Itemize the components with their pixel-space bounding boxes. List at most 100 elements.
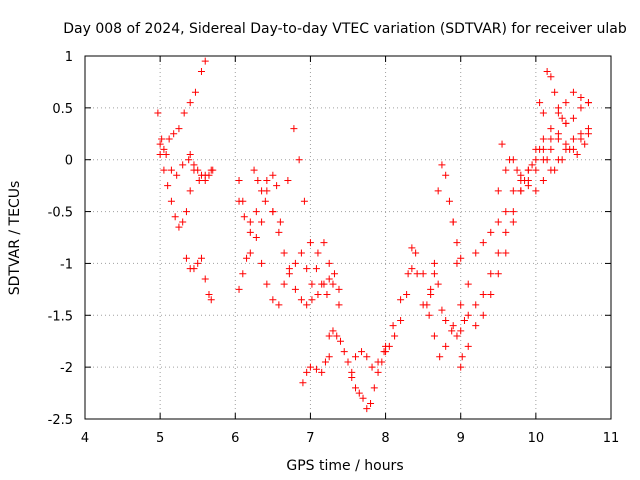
series-track-17 (423, 259, 468, 335)
data-point (182, 254, 190, 262)
data-point (320, 280, 328, 288)
y-tick-label: 0 (65, 154, 73, 169)
data-point (427, 285, 435, 293)
data-point (577, 104, 585, 112)
data-point (487, 291, 495, 299)
data-point (280, 249, 288, 257)
data-point (186, 99, 194, 107)
data-point (299, 379, 307, 387)
data-point (577, 130, 585, 138)
x-tick-label: 6 (231, 431, 239, 446)
data-point (258, 187, 266, 195)
data-point (562, 119, 570, 127)
data-point (453, 259, 461, 267)
data-point (306, 363, 314, 371)
series-track-10 (258, 259, 333, 309)
axis-ticks (84, 55, 612, 420)
data-point (408, 265, 416, 273)
data-point (487, 228, 495, 236)
data-point (340, 348, 348, 356)
data-point (186, 187, 194, 195)
data-point (252, 208, 260, 216)
series-track-14 (352, 265, 416, 371)
series-track-4 (182, 254, 215, 304)
y-tick-label: -1.5 (48, 309, 73, 324)
data-point (547, 135, 555, 143)
data-point (445, 197, 453, 205)
data-point (457, 301, 465, 309)
data-point (532, 166, 540, 174)
data-point (425, 311, 433, 319)
data-point (321, 358, 329, 366)
data-point (344, 358, 352, 366)
x-tick-label: 8 (381, 431, 389, 446)
data-point (506, 156, 514, 164)
data-point (487, 270, 495, 278)
data-point (269, 296, 277, 304)
x-tick-label: 10 (528, 431, 545, 446)
data-point (235, 285, 243, 293)
data-point (263, 280, 271, 288)
data-point (573, 151, 581, 159)
data-point (320, 239, 328, 247)
data-point (269, 171, 277, 179)
data-point (336, 337, 344, 345)
data-point (194, 166, 202, 174)
data-point (438, 306, 446, 314)
data-point (291, 259, 299, 267)
data-point (335, 285, 343, 293)
data-point (479, 239, 487, 247)
data-point (532, 156, 540, 164)
data-point (175, 223, 183, 231)
data-point (449, 322, 457, 330)
data-point (194, 259, 202, 267)
data-point (275, 301, 283, 309)
series-track-1 (156, 57, 209, 153)
data-point (363, 353, 371, 361)
series-track-15 (382, 161, 465, 350)
data-point (182, 208, 190, 216)
data-point (263, 176, 271, 184)
y-tick-label: 0.5 (52, 102, 73, 117)
data-point (246, 218, 254, 226)
data-point (329, 327, 337, 335)
data-point (412, 249, 420, 257)
data-point (547, 73, 555, 81)
data-point (502, 249, 510, 257)
data-point (494, 187, 502, 195)
data-point (436, 353, 444, 361)
data-point (207, 296, 215, 304)
data-point (524, 182, 532, 190)
data-point (449, 218, 457, 226)
series-track-12 (325, 327, 356, 376)
data-point (363, 405, 371, 413)
data-point (246, 228, 254, 236)
data-point (374, 368, 382, 376)
data-point (536, 145, 544, 153)
data-point (195, 176, 203, 184)
data-point (323, 291, 331, 299)
data-point (273, 182, 281, 190)
data-point (509, 218, 517, 226)
data-point (250, 166, 258, 174)
data-point (300, 197, 308, 205)
data-point (397, 316, 405, 324)
series-track-3 (156, 151, 194, 231)
data-point (197, 68, 205, 76)
data-point (186, 151, 194, 159)
data-point (156, 151, 164, 159)
data-point (201, 275, 209, 283)
data-point (191, 88, 199, 96)
data-point (397, 296, 405, 304)
data-point (254, 176, 262, 184)
data-point (306, 239, 314, 247)
data-point (246, 249, 254, 257)
data-point (403, 291, 411, 299)
data-point (197, 254, 205, 262)
data-point (543, 156, 551, 164)
data-point (314, 291, 322, 299)
data-point (517, 171, 525, 179)
data-point (358, 348, 366, 356)
data-point (275, 228, 283, 236)
data-point (536, 99, 544, 107)
